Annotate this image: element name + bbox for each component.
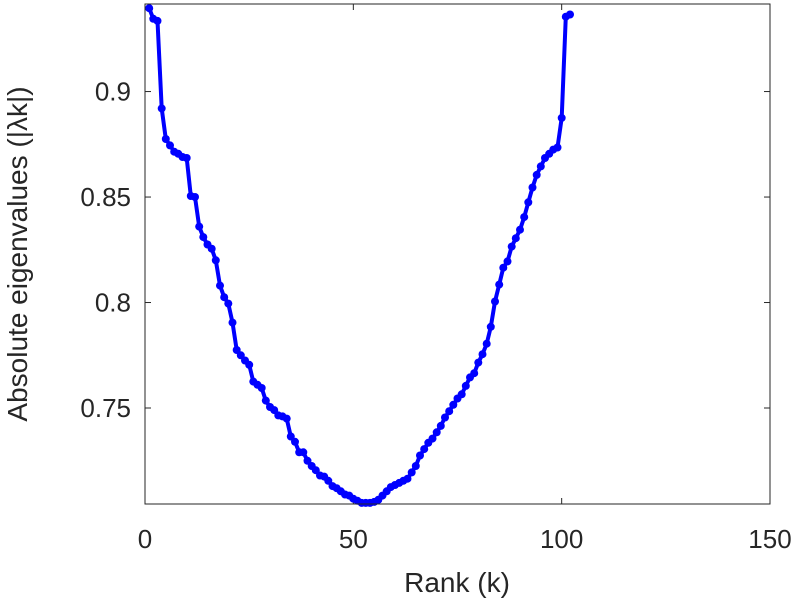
data-point — [291, 437, 299, 446]
data-point — [145, 4, 154, 13]
y-tick-label: 0.85 — [80, 182, 131, 212]
data-series — [145, 4, 574, 507]
data-point — [191, 193, 199, 201]
data-point — [495, 280, 504, 289]
data-point — [507, 242, 516, 251]
data-point — [520, 213, 529, 222]
data-point — [491, 297, 499, 306]
data-point — [224, 299, 233, 308]
data-point — [411, 462, 420, 470]
data-point — [516, 225, 524, 234]
data-point — [536, 162, 545, 171]
data-point — [532, 170, 541, 179]
data-point — [432, 428, 441, 437]
data-point — [261, 396, 270, 405]
data-point — [182, 154, 191, 162]
data-point — [195, 222, 204, 231]
data-point — [161, 135, 170, 143]
plot-frame — [144, 3, 771, 505]
y-axis-label: Absolute eigenvalues (|λk|) — [2, 86, 33, 421]
data-point — [482, 339, 491, 348]
data-point — [157, 104, 166, 113]
data-point — [553, 143, 562, 152]
data-point — [211, 256, 220, 265]
data-point — [449, 400, 458, 409]
data-point — [524, 198, 533, 207]
data-point — [216, 281, 224, 290]
data-point — [257, 384, 266, 392]
x-tick-label: 50 — [339, 524, 368, 554]
data-point — [436, 421, 445, 430]
data-point — [441, 413, 449, 422]
data-point — [299, 448, 308, 457]
data-point — [153, 16, 162, 25]
data-point — [566, 10, 574, 19]
data-point — [478, 350, 487, 359]
data-point — [416, 451, 424, 460]
data-point — [220, 293, 229, 302]
x-tick-label: 0 — [138, 524, 152, 554]
y-tick-label: 0.8 — [95, 288, 131, 318]
plot-area-background — [145, 4, 770, 504]
data-point — [282, 414, 291, 423]
data-point — [245, 360, 254, 369]
data-point — [499, 263, 508, 272]
tick-labels: 0 50 100 150 0.75 0.8 0.85 0.9 — [80, 77, 791, 554]
data-point — [403, 474, 412, 483]
tick-marks — [144, 4, 771, 504]
data-point — [457, 390, 466, 399]
data-point — [528, 183, 537, 192]
data-point — [461, 381, 470, 390]
data-point — [407, 468, 416, 477]
data-point — [470, 369, 479, 378]
data-point — [445, 407, 454, 416]
data-point — [228, 318, 237, 327]
y-tick-label: 0.9 — [95, 77, 131, 107]
data-point — [486, 322, 495, 331]
data-point — [199, 233, 208, 242]
data-point — [207, 244, 216, 253]
x-tick-label: 100 — [540, 524, 583, 554]
x-axis-label: Rank (k) — [404, 567, 510, 598]
data-point — [474, 358, 483, 367]
data-point — [166, 141, 174, 150]
data-point — [503, 257, 512, 266]
data-point — [511, 234, 520, 243]
x-tick-label: 150 — [748, 524, 791, 554]
data-point — [420, 445, 429, 454]
data-point — [428, 434, 437, 443]
data-point — [557, 113, 566, 122]
y-tick-label: 0.75 — [80, 393, 131, 423]
